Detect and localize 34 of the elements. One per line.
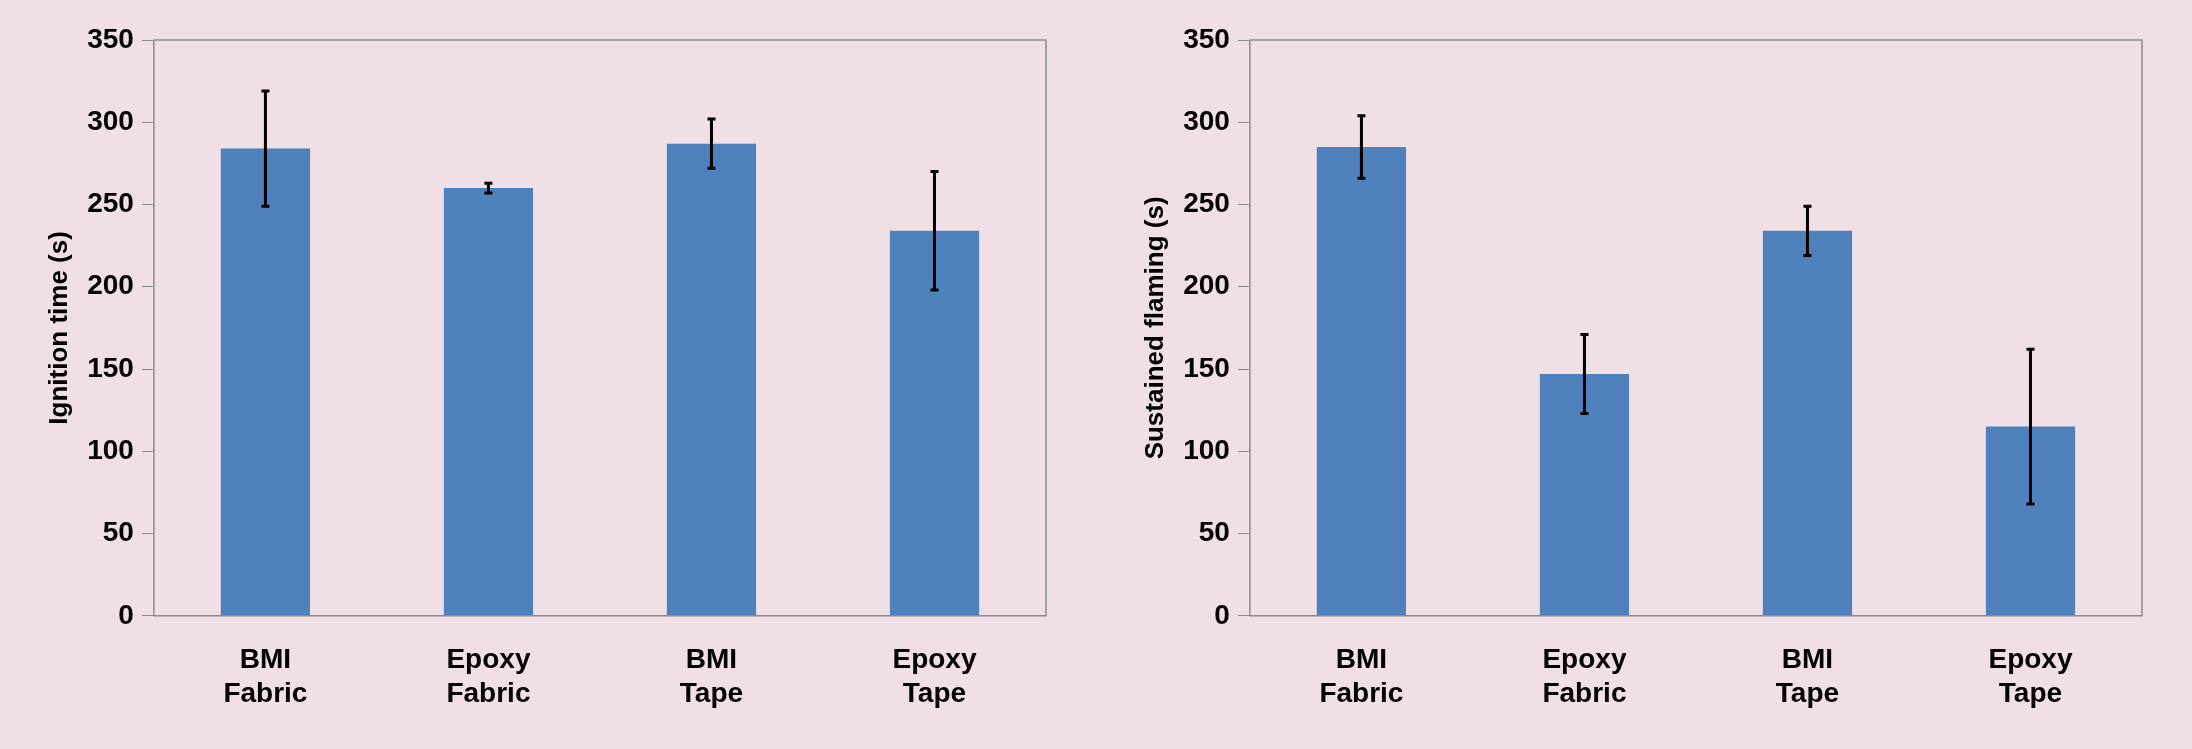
bar [1539,373,1630,616]
bar [889,230,980,616]
y-tick-label: 300 [87,104,134,136]
bar [1762,230,1853,616]
y-tick-label: 50 [1198,516,1230,548]
y-tick-label: 200 [87,269,134,301]
y-tick-label: 250 [87,187,134,219]
y-tick-label: 350 [87,22,134,54]
bar [443,188,534,616]
x-tick-label: BMI Tape [1775,643,1840,708]
y-tick-label: 100 [87,434,134,465]
y-tick-label: 0 [1214,598,1230,630]
y-tick-label: 200 [1183,269,1230,301]
y-axis-title: Ignition time (s) [42,231,73,425]
bar [1985,426,2076,616]
y-tick-label: 100 [1183,434,1230,465]
x-tick-label: Epoxy Fabric [446,643,531,708]
y-tick-label: 50 [102,516,134,548]
y-tick-label: 150 [1183,351,1230,383]
y-axis-title: Sustained flaming (s) [1138,196,1169,460]
y-tick-label: 250 [1183,187,1230,219]
x-tick-label: BMI Tape [679,643,744,708]
x-tick-label: Epoxy Fabric [1542,643,1627,708]
x-tick-label: Epoxy Tape [892,643,977,708]
x-tick-label: BMI Fabric [223,643,308,708]
x-tick-label: BMI Fabric [1319,643,1404,708]
y-tick-label: 0 [118,598,134,630]
y-tick-label: 350 [1183,22,1230,54]
bar [220,148,311,616]
bar [666,143,757,616]
y-tick-label: 150 [87,351,134,383]
y-tick-label: 300 [1183,104,1230,136]
x-tick-label: Epoxy Tape [1988,643,2073,708]
bar [1316,146,1407,616]
